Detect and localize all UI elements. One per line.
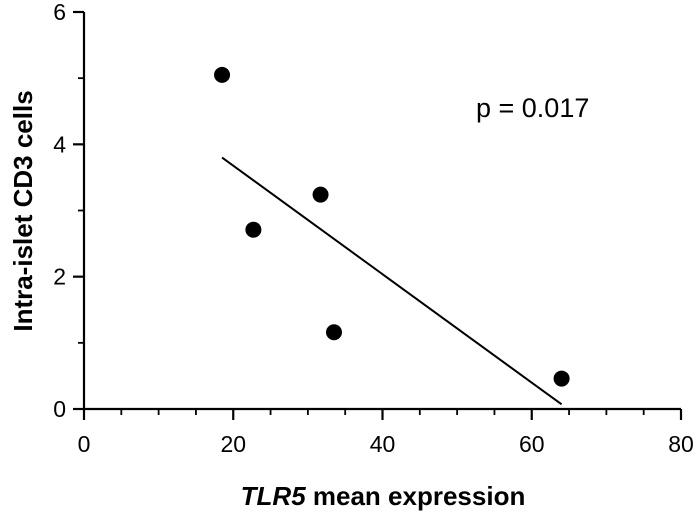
y-tick-label: 4	[53, 131, 66, 157]
x-tick-label: 20	[220, 431, 246, 457]
data-point	[553, 370, 570, 387]
x-tick-label: 60	[519, 431, 545, 457]
p-value-annotation: p = 0.017	[476, 93, 589, 123]
x-axis-title: TLR5 mean expression	[241, 481, 526, 511]
x-tick-label: 40	[370, 431, 396, 457]
x-tick-label: 80	[668, 431, 694, 457]
data-point	[325, 324, 342, 341]
regression-line	[221, 156, 563, 406]
data-point	[312, 186, 329, 203]
data-marks	[214, 66, 570, 406]
y-tick-label: 2	[53, 264, 66, 290]
y-tick-label: 6	[53, 0, 66, 25]
y-axis-title: Intra-islet CD3 cells	[8, 90, 38, 331]
data-point	[245, 221, 262, 238]
y-tick-label: 0	[53, 396, 66, 422]
axes: 0 20 40 60 80 0 2 4 6	[53, 0, 694, 457]
x-tick-label: 0	[78, 431, 91, 457]
data-point	[214, 66, 231, 83]
